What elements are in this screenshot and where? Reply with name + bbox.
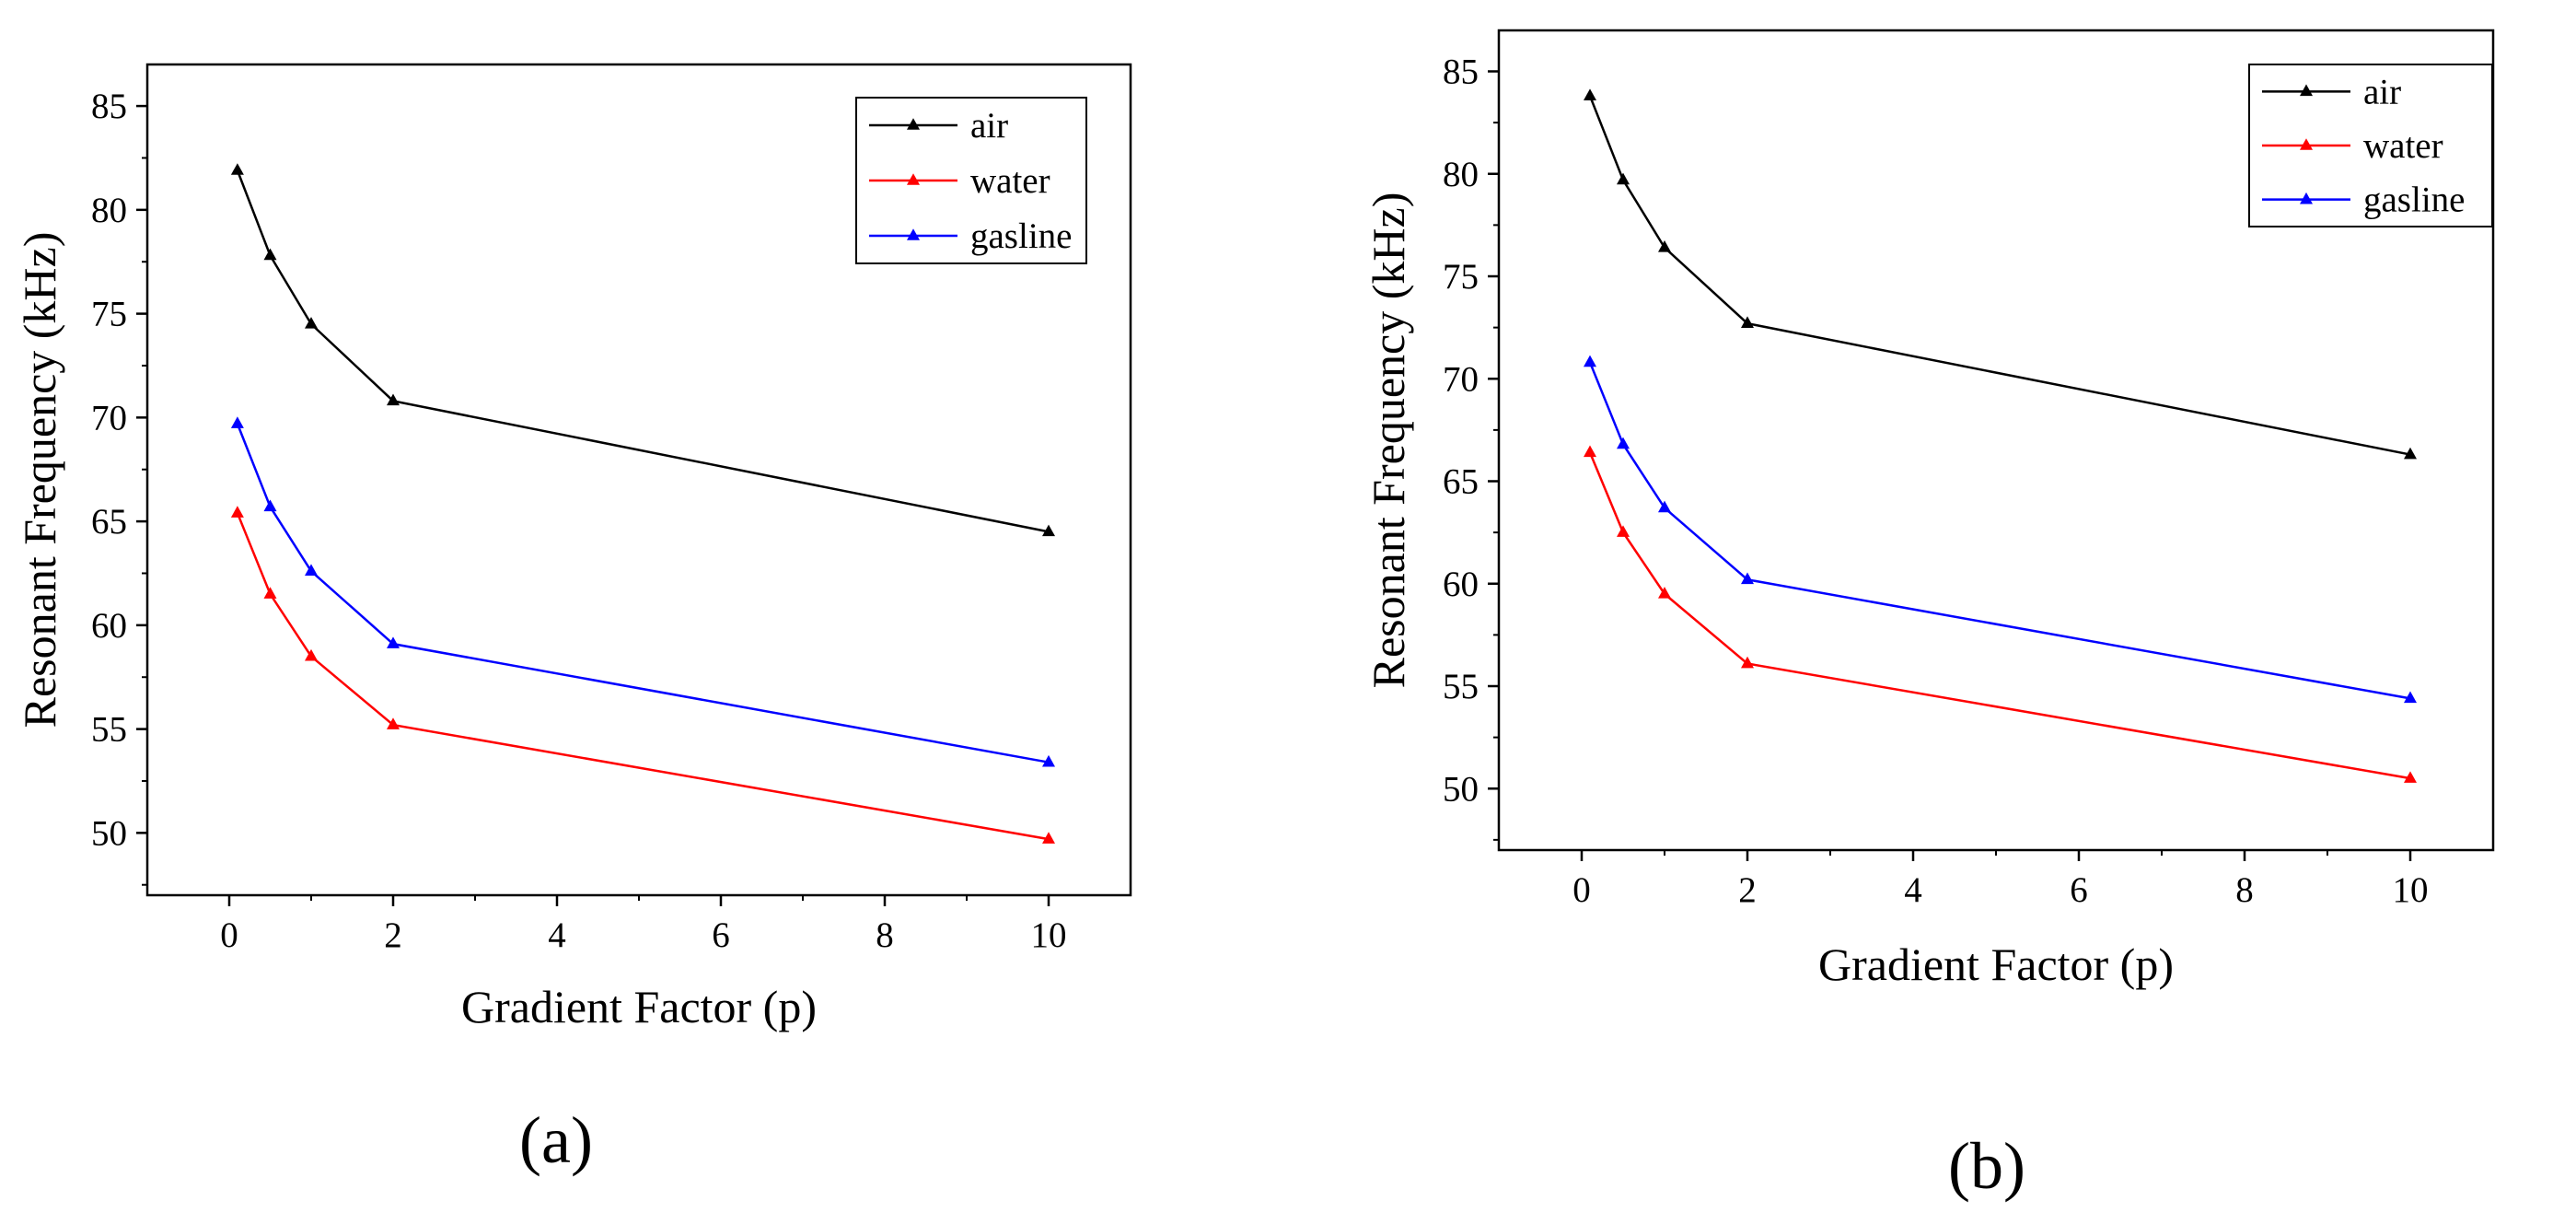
x-tick-label: 2 <box>384 915 402 955</box>
series-air <box>1584 88 2417 460</box>
legend-label-water: water <box>2363 126 2443 166</box>
data-point-water <box>1741 656 1754 669</box>
x-tick-label: 6 <box>2070 870 2088 910</box>
data-point-air <box>305 317 318 329</box>
chart-panel-b: 0 2 4 6 8 10 50 55 60 65 70 75 80 85 Gradient Factor (… <box>1363 29 2495 1203</box>
y-axis-title: Resonant Frequency (kHz) <box>14 232 65 729</box>
data-point-water <box>263 587 277 599</box>
data-point-water <box>1042 832 1055 844</box>
data-point-water <box>1658 587 1671 599</box>
x-tick-label: 0 <box>220 915 238 955</box>
x-tick-label: 0 <box>1572 870 1591 910</box>
x-tick-label: 4 <box>1904 870 1922 910</box>
series-air <box>230 163 1055 537</box>
data-point-gasline <box>1658 500 1671 513</box>
data-point-air <box>1741 316 1754 328</box>
data-point-gasline <box>1584 355 1596 367</box>
x-tick-label: 8 <box>876 915 894 955</box>
series-line-water <box>1588 451 2411 780</box>
x-tick-label: 2 <box>1738 870 1757 910</box>
data-point-air <box>1617 172 1630 185</box>
chart-panel-a: 0 2 4 6 8 10 50 55 60 65 70 75 80 85 Gradient Factor (… <box>14 63 1132 1177</box>
y-tick-label: 50 <box>91 813 127 853</box>
series-line-gasline <box>1588 361 2411 700</box>
data-point-gasline <box>263 499 277 512</box>
x-axis-title: Gradient Factor (p) <box>461 981 817 1032</box>
data-point-gasline <box>1617 437 1630 449</box>
legend-label-water: water <box>970 161 1050 201</box>
y-tick-label: 70 <box>1443 359 1479 399</box>
series-line-gasline <box>236 423 1050 764</box>
series-line-water <box>236 512 1050 841</box>
y-tick-label: 65 <box>1443 462 1479 502</box>
data-point-gasline <box>387 636 400 648</box>
y-tick-label: 60 <box>91 606 127 646</box>
series-water <box>230 506 1055 844</box>
x-tick-label: 4 <box>548 915 566 955</box>
data-point-air <box>1584 88 1596 100</box>
legend-label-gasline: gasline <box>2363 181 2465 220</box>
legend-marker-gasline <box>2300 192 2313 204</box>
legend-marker-water <box>2300 138 2313 150</box>
y-tick-label: 55 <box>1443 667 1479 706</box>
x-axis-title: Gradient Factor (p) <box>1818 938 2174 990</box>
legend-marker-air <box>907 118 920 130</box>
x-tick-label: 8 <box>2235 870 2254 910</box>
legend: air water gasline <box>2248 64 2493 227</box>
legend-marker-water <box>907 173 920 185</box>
data-point-water <box>1617 525 1630 537</box>
series-gasline <box>230 416 1055 767</box>
legend-marker-gasline <box>907 228 920 240</box>
y-tick-label: 55 <box>91 710 127 750</box>
y-tick-label: 65 <box>91 502 127 542</box>
y-tick-label: 80 <box>1443 155 1479 194</box>
x-tick-label: 6 <box>712 915 730 955</box>
series-water <box>1584 445 2417 783</box>
legend-label-gasline: gasline <box>970 216 1072 256</box>
data-point-water <box>2404 771 2417 783</box>
y-tick-label: 80 <box>91 191 127 230</box>
legend-label-air: air <box>970 106 1008 146</box>
data-point-air <box>387 393 400 406</box>
data-point-air <box>263 248 277 261</box>
data-point-water <box>387 717 400 729</box>
y-tick-label: 85 <box>1443 52 1479 92</box>
data-point-gasline <box>1741 572 1754 585</box>
series-gasline <box>1584 355 2417 704</box>
data-point-water <box>305 648 318 661</box>
y-tick-label: 75 <box>1443 257 1479 297</box>
x-tick-label: 10 <box>1031 915 1067 955</box>
data-point-gasline <box>2404 691 2417 704</box>
data-point-water <box>1584 445 1596 458</box>
legend: air water gasline <box>855 97 1087 264</box>
data-point-air <box>230 163 244 175</box>
y-tick-label: 50 <box>1443 769 1479 809</box>
data-point-air <box>1042 524 1055 537</box>
y-axis-title: Resonant Frequency (kHz) <box>1363 192 1414 689</box>
y-tick-label: 75 <box>91 295 127 334</box>
data-point-gasline <box>230 416 244 428</box>
legend-label-air: air <box>2363 72 2401 111</box>
data-point-air <box>2404 447 2417 460</box>
x-tick-label: 10 <box>2393 870 2429 910</box>
y-tick-label: 70 <box>91 398 127 437</box>
panel-label: (b) <box>1948 1129 2025 1203</box>
legend-marker-air <box>2300 84 2313 97</box>
y-tick-label: 60 <box>1443 565 1479 604</box>
y-tick-label: 85 <box>91 87 127 126</box>
panel-label: (a) <box>519 1103 593 1177</box>
data-point-water <box>230 506 244 518</box>
data-point-air <box>1658 240 1671 252</box>
data-point-gasline <box>305 564 318 577</box>
data-point-gasline <box>1042 754 1055 767</box>
